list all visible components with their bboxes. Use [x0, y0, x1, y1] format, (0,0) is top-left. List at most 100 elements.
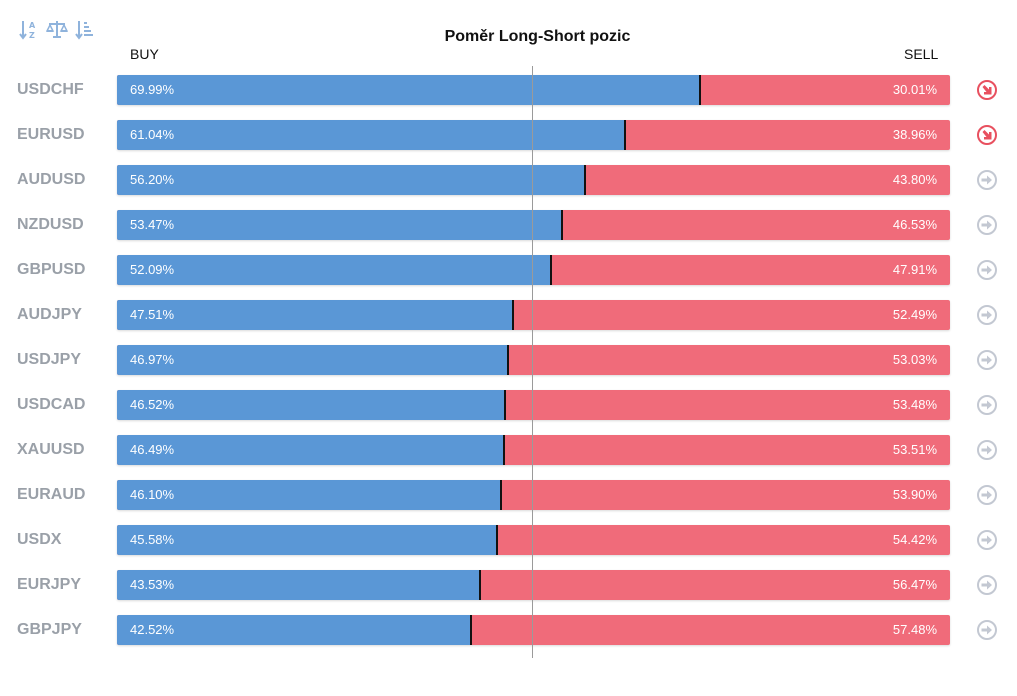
buy-bar — [117, 435, 505, 465]
ratio-bar: 46.49% 53.51% — [117, 435, 950, 465]
symbol-label[interactable]: USDJPY — [17, 351, 82, 368]
symbol-label[interactable]: GBPJPY — [17, 621, 82, 638]
buy-percent-label: 56.20% — [130, 172, 175, 187]
sell-percent-label: 53.48% — [892, 397, 937, 412]
sell-percent-label: 56.47% — [892, 577, 937, 592]
buy-bar — [117, 255, 551, 285]
bar-divider — [507, 345, 510, 375]
symbol-label[interactable]: AUDJPY — [17, 306, 82, 323]
chart-row: NZDUSD 53.47% 46.53% — [0, 210, 1017, 240]
buy-percent-label: 69.99% — [130, 82, 175, 97]
arrow-right-icon[interactable] — [976, 619, 998, 641]
buy-bar — [117, 570, 480, 600]
bar-divider — [584, 165, 587, 195]
sell-percent-label: 53.90% — [892, 487, 937, 502]
svg-text:Z: Z — [29, 31, 35, 40]
symbol-label[interactable]: EURAUD — [17, 486, 86, 503]
bar-divider — [503, 390, 506, 420]
buy-percent-label: 52.09% — [130, 262, 175, 277]
chart-row: USDCHF 69.99% 30.01% — [0, 75, 1017, 105]
buy-bar — [117, 615, 472, 645]
chart-row: USDX 45.58% 54.42% — [0, 525, 1017, 555]
bar-divider — [500, 480, 502, 510]
sell-percent-label: 30.01% — [892, 82, 937, 97]
buy-bar — [117, 480, 501, 510]
chart-row: EURJPY 43.53% 56.47% — [0, 570, 1017, 600]
ratio-bar: 46.52% 53.48% — [117, 390, 950, 420]
chart-row: AUDJPY 47.51% 52.49% — [0, 300, 1017, 330]
bar-divider — [495, 525, 498, 555]
bar-divider — [699, 75, 702, 105]
ratio-bar: 43.53% 56.47% — [117, 570, 950, 600]
buy-bar — [117, 210, 563, 240]
buy-percent-label: 46.52% — [130, 397, 175, 412]
arrow-right-icon[interactable] — [976, 484, 998, 506]
symbol-label[interactable]: USDCAD — [17, 396, 86, 413]
ratio-bar: 61.04% 38.96% — [117, 120, 950, 150]
buy-percent-label: 61.04% — [130, 127, 175, 142]
arrow-right-icon[interactable] — [976, 574, 998, 596]
symbol-label[interactable]: AUDUSD — [17, 171, 86, 188]
symbol-label[interactable]: XAUUSD — [17, 441, 85, 458]
ratio-bar: 69.99% 30.01% — [117, 75, 950, 105]
sell-percent-label: 38.96% — [892, 127, 937, 142]
arrow-down-right-icon[interactable] — [976, 124, 998, 146]
arrow-right-icon[interactable] — [976, 349, 998, 371]
chart-row: USDCAD 46.52% 53.48% — [0, 390, 1017, 420]
sort-alpha-icon[interactable]: A Z — [18, 16, 40, 42]
arrow-right-icon[interactable] — [976, 304, 998, 326]
sell-percent-label: 57.48% — [892, 622, 937, 637]
toolbar: A Z — [18, 16, 96, 42]
symbol-label[interactable]: EURUSD — [17, 126, 85, 143]
arrow-right-icon[interactable] — [976, 529, 998, 551]
ratio-bar: 42.52% 57.48% — [117, 615, 950, 645]
chart-row: USDJPY 46.97% 53.03% — [0, 345, 1017, 375]
ratio-bar: 46.97% 53.03% — [117, 345, 950, 375]
sell-percent-label: 54.42% — [892, 532, 937, 547]
symbol-label[interactable]: USDX — [17, 531, 62, 548]
balance-scale-icon[interactable] — [46, 16, 68, 42]
arrow-right-icon[interactable] — [976, 214, 998, 236]
chart-title: Poměr Long-Short pozic — [444, 28, 631, 45]
chart-row: EURUSD 61.04% 38.96% — [0, 120, 1017, 150]
buy-percent-label: 42.52% — [130, 622, 175, 637]
arrow-right-icon[interactable] — [976, 394, 998, 416]
sell-column-label: SELL — [904, 46, 939, 62]
chart-row: AUDUSD 56.20% 43.80% — [0, 165, 1017, 195]
buy-column-label: BUY — [130, 46, 159, 62]
buy-bar — [117, 300, 513, 330]
buy-bar — [117, 75, 701, 105]
sort-amount-icon[interactable] — [74, 16, 96, 42]
buy-percent-label: 53.47% — [130, 217, 175, 232]
svg-text:A: A — [29, 21, 36, 30]
bar-divider — [561, 210, 564, 240]
buy-bar — [117, 525, 497, 555]
symbol-label[interactable]: EURJPY — [17, 576, 82, 593]
arrow-down-right-icon[interactable] — [976, 79, 998, 101]
bar-divider — [511, 300, 514, 330]
sell-percent-label: 43.80% — [892, 172, 937, 187]
chart-row: GBPJPY 42.52% 57.48% — [0, 615, 1017, 645]
buy-percent-label: 43.53% — [130, 577, 175, 592]
buy-percent-label: 45.58% — [130, 532, 175, 547]
buy-bar — [117, 390, 505, 420]
sell-percent-label: 47.91% — [892, 262, 937, 277]
bar-divider — [503, 435, 506, 465]
arrow-right-icon[interactable] — [976, 259, 998, 281]
arrow-right-icon[interactable] — [976, 439, 998, 461]
symbol-label[interactable]: NZDUSD — [17, 216, 84, 233]
buy-bar — [117, 120, 626, 150]
buy-percent-label: 46.49% — [130, 442, 175, 457]
symbol-label[interactable]: USDCHF — [17, 81, 84, 98]
chart-row: GBPUSD 52.09% 47.91% — [0, 255, 1017, 285]
buy-percent-label: 47.51% — [130, 307, 175, 322]
arrow-right-icon[interactable] — [976, 169, 998, 191]
ratio-bar: 52.09% 47.91% — [117, 255, 950, 285]
symbol-label[interactable]: GBPUSD — [17, 261, 86, 278]
bar-divider — [549, 255, 552, 285]
ratio-bar: 46.10% 53.90% — [117, 480, 950, 510]
ratio-bar: 47.51% 52.49% — [117, 300, 950, 330]
buy-bar — [117, 345, 509, 375]
reference-line — [532, 66, 533, 658]
buy-bar — [117, 165, 586, 195]
